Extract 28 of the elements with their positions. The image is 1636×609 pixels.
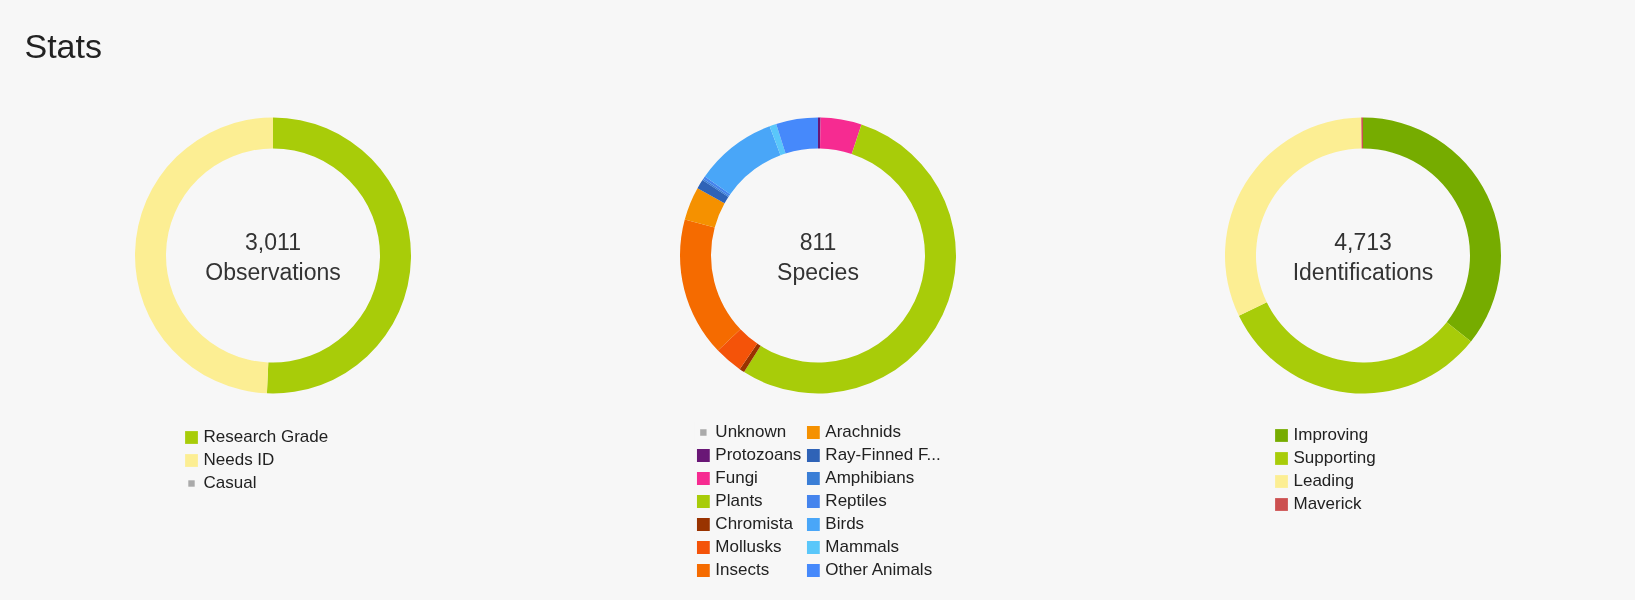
text: 3,011 bbox=[245, 229, 301, 255]
text: Stats bbox=[24, 26, 102, 65]
text: 4,713 bbox=[1334, 229, 1392, 255]
text: 811 bbox=[799, 229, 837, 255]
legend-label: Casual bbox=[203, 473, 257, 493]
legend-label: Arachnids bbox=[825, 422, 901, 442]
legend-label: Supporting bbox=[1293, 448, 1376, 468]
legend-label: Needs ID bbox=[203, 450, 275, 470]
legend-label: Birds bbox=[825, 514, 865, 534]
legend-label: Protozoans bbox=[715, 445, 802, 465]
legend-label: Mollusks bbox=[715, 537, 782, 557]
legend-label: Research Grade bbox=[203, 427, 329, 447]
legend-label: Chromista bbox=[715, 514, 793, 534]
legend-label: Unknown bbox=[715, 422, 787, 442]
text: Identifications bbox=[1292, 258, 1434, 285]
legend-label: Other Animals bbox=[825, 560, 933, 580]
legend-label: Fungi bbox=[715, 468, 758, 488]
text: Species bbox=[777, 258, 859, 285]
legend-label: Insects bbox=[715, 560, 770, 580]
legend-label: Amphibians bbox=[825, 468, 915, 488]
legend-label: Mammals bbox=[825, 537, 900, 557]
legend-label: Plants bbox=[715, 491, 763, 511]
legend-label: Ray-Finned F... bbox=[825, 445, 941, 465]
legend-label: Maverick bbox=[1293, 494, 1362, 514]
legend-label: Leading bbox=[1293, 471, 1355, 491]
text: Observations bbox=[205, 258, 341, 285]
legend-label: Reptiles bbox=[825, 491, 887, 511]
legend-label: Improving bbox=[1293, 425, 1369, 445]
